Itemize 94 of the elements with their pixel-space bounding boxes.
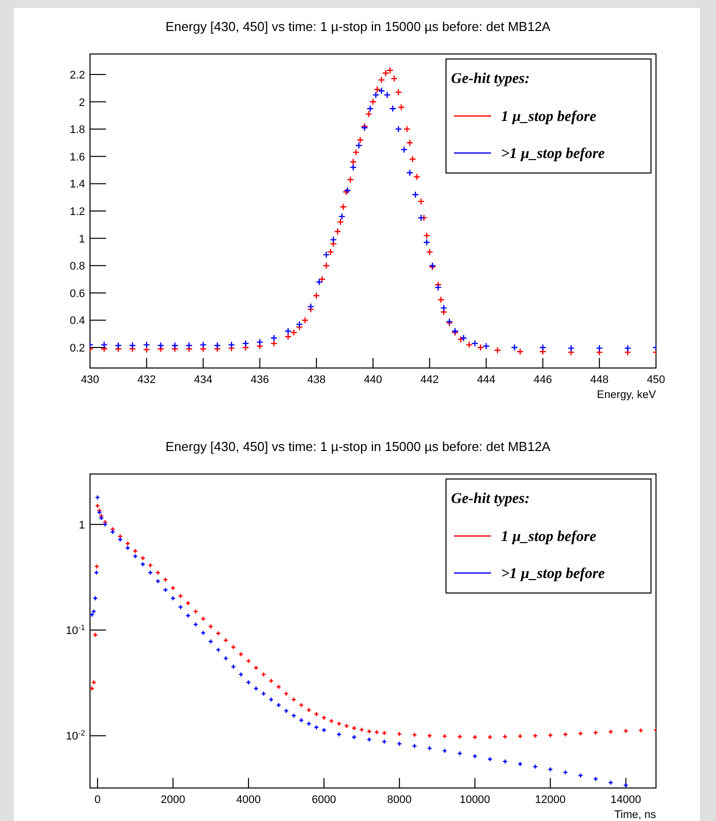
point [256,338,264,346]
point [539,344,546,352]
point [389,105,396,112]
point [270,334,278,342]
point [125,545,130,550]
point [400,146,408,154]
point [200,341,207,348]
x-tick-label: 444 [477,374,496,386]
legend-label: >1 µ_stop before [501,146,606,162]
x-axis-title: Time, ns [614,809,656,821]
y-tick-label: 0.2 [70,342,85,355]
point [223,656,228,661]
legend-title: Ge-hit types: [451,71,530,87]
point [140,562,146,567]
x-tick-label: 432 [137,374,156,386]
legend-label: >1 µ_stop before [501,566,606,582]
point [355,142,362,150]
x-tick-label: 12000 [535,794,566,806]
y-tick-label: 0.6 [70,288,85,300]
point [100,341,108,348]
point [284,328,292,335]
x-tick-label: 450 [646,374,666,386]
point [460,334,468,342]
y-tick-label: 1.8 [70,124,85,136]
point [143,341,150,348]
x-tick-label: 2000 [160,794,186,806]
point [624,344,632,352]
point [372,91,380,99]
y-tick-label: 1.2 [70,206,85,218]
y-tick-label: 1.6 [70,151,85,164]
y-tick-label: 0.4 [70,315,85,328]
point [440,304,448,312]
point [442,748,448,754]
legend-label: 1 µ_stop before [501,529,597,545]
point [316,278,323,286]
chart-title: Energy [430, 450] vs time: 1 µ-stop in 15000 µs before: det MB12A [166,19,551,34]
point [92,596,98,601]
x-tick-label: 438 [307,374,326,386]
x-tick-label: 6000 [312,794,336,806]
point [350,164,357,171]
y-tick-label: 10$^{-1}$ [66,622,85,638]
chart-title: Energy [430, 450] vs time: 1 µ-stop in 15000 µs before: det MB12A [166,439,551,454]
y-tick-label: 1 [78,519,85,532]
point [338,212,346,220]
point [471,340,478,348]
point [296,320,304,328]
point [228,341,236,348]
point [157,342,164,350]
x-tick-label: 0 [94,794,101,806]
point [406,169,414,176]
point [132,554,138,559]
legend-label: 1 µ_stop before [501,109,597,125]
y-tick-label: 2 [78,96,85,109]
y-tick-label: 10$^{-2}$ [66,728,85,743]
x-tick-label: 448 [590,374,609,386]
point [418,214,425,222]
point [568,344,575,352]
x-tick-label: 440 [364,374,382,386]
y-tick-label: 1 [78,233,85,246]
x-tick-label: 10000 [460,794,490,806]
point [596,344,603,352]
point [482,342,490,350]
x-tick-label: 436 [250,374,269,386]
point [284,708,289,714]
x-tick-label: 442 [420,374,439,386]
x-tick-label: 430 [80,374,100,386]
y-tick-label: 1.4 [70,178,85,191]
legend-title: Ge-hit types: [451,491,530,507]
point [366,105,374,112]
point [423,238,430,246]
x-tick-label: 8000 [387,794,412,806]
y-tick-label: 0.8 [70,260,85,273]
x-tick-label: 14000 [610,794,642,806]
point [623,782,628,788]
point [412,191,420,198]
point [214,342,221,350]
point [242,340,250,348]
point [216,647,221,652]
point [510,344,518,352]
point [394,125,402,133]
x-tick-label: 446 [534,374,552,386]
x-tick-label: 434 [194,374,212,386]
x-tick-label: 4000 [236,794,261,806]
y-tick-label: 2.2 [70,69,85,82]
point [128,342,136,350]
point [114,342,122,350]
point [171,342,178,350]
point [185,342,193,350]
point [330,236,337,244]
point [307,302,314,310]
point [434,284,442,292]
point [298,718,304,723]
point [322,251,330,258]
x-axis-title: Energy, keV [596,389,657,401]
